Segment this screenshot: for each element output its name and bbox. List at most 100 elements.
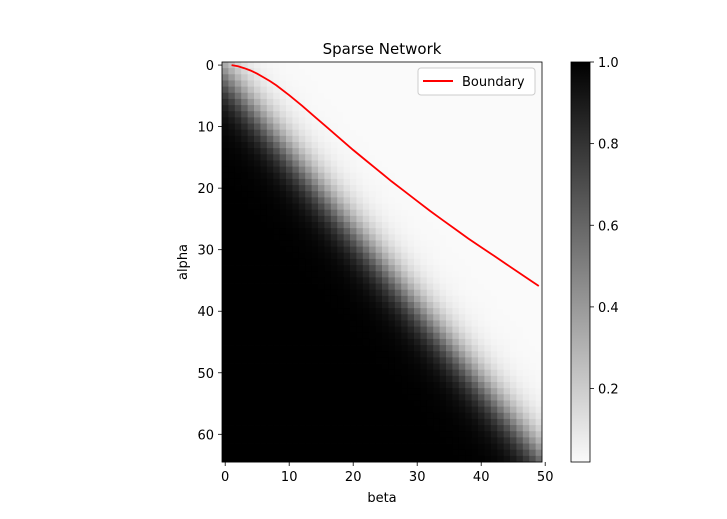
heatmap-cell [439, 332, 447, 340]
heatmap-cell [311, 98, 319, 106]
heatmap-cell [247, 388, 255, 395]
heatmap-cell [324, 271, 332, 278]
heatmap-cell [234, 252, 242, 260]
heatmap-cell [375, 400, 383, 408]
heatmap-cell [522, 209, 530, 217]
heatmap-cell [266, 148, 274, 155]
heatmap-cell [273, 406, 280, 414]
heatmap-cell [407, 295, 415, 303]
heatmap-cell [484, 289, 492, 297]
heatmap-cell [535, 338, 543, 346]
heatmap-cell [484, 412, 492, 420]
heatmap-cell [330, 86, 338, 94]
heatmap-cell [529, 443, 536, 451]
heatmap-cell [266, 382, 274, 389]
heatmap-cell [324, 363, 332, 371]
heatmap-cell [497, 455, 504, 463]
heatmap-cell [228, 234, 236, 241]
heatmap-cell [337, 92, 344, 100]
heatmap-cell [458, 375, 466, 383]
heatmap-cell [324, 289, 332, 297]
heatmap-cell [516, 222, 524, 229]
heatmap-cell [426, 185, 434, 192]
heatmap-cell [420, 234, 428, 241]
heatmap-cell [273, 123, 280, 131]
heatmap-cell [286, 332, 293, 340]
heatmap-cell [407, 98, 415, 106]
heatmap-cell [305, 455, 312, 463]
heatmap-cell [407, 406, 415, 414]
heatmap-cell [382, 369, 389, 377]
heatmap-cell [311, 295, 319, 303]
heatmap-cell [279, 351, 287, 358]
heatmap-cell [305, 338, 312, 346]
heatmap-cell [414, 240, 421, 248]
heatmap-cell [497, 437, 504, 444]
heatmap-cell [452, 135, 460, 143]
heatmap-cell [522, 400, 530, 408]
heatmap-cell [490, 234, 498, 241]
heatmap-cell [375, 98, 383, 106]
heatmap-cell [516, 289, 524, 297]
heatmap-cell [279, 117, 287, 124]
heatmap-cell [266, 400, 274, 408]
heatmap-cell [433, 252, 440, 260]
heatmap-cell [382, 357, 389, 364]
heatmap-cell [254, 289, 261, 297]
heatmap-cell [446, 289, 453, 297]
heatmap-cell [228, 375, 236, 383]
heatmap-cell [388, 228, 396, 235]
heatmap-cell [222, 209, 229, 217]
heatmap-cell [286, 209, 293, 217]
heatmap-cell [452, 92, 460, 100]
heatmap-cell [446, 326, 453, 334]
heatmap-cell [522, 252, 530, 260]
heatmap-cell [234, 295, 242, 303]
heatmap-cell [414, 326, 421, 334]
heatmap-cell [292, 332, 300, 340]
heatmap-cell [452, 375, 460, 383]
heatmap-cell [350, 215, 357, 223]
heatmap-cell [522, 154, 530, 161]
heatmap-cell [254, 111, 261, 118]
heatmap-cell [324, 418, 332, 426]
heatmap-cell [497, 295, 504, 303]
heatmap-cell [446, 271, 453, 278]
heatmap-cell [311, 185, 319, 192]
heatmap-cell [522, 129, 530, 137]
heatmap-cell [497, 234, 504, 241]
heatmap-cell [490, 382, 498, 389]
heatmap-cell [426, 222, 434, 229]
heatmap-cell [266, 160, 274, 168]
heatmap-cell [490, 228, 498, 235]
heatmap-cell [337, 455, 344, 463]
heatmap-cell [414, 154, 421, 161]
heatmap-cell [298, 258, 306, 266]
heatmap-cell [228, 338, 236, 346]
heatmap-cell [254, 92, 261, 100]
heatmap-cell [369, 191, 376, 198]
heatmap-cell [266, 295, 274, 303]
heatmap-cell [407, 228, 415, 235]
heatmap-cell [478, 345, 485, 352]
heatmap-cell [234, 154, 242, 161]
heatmap-cell [228, 326, 236, 334]
colorbar-gradient [570, 61, 591, 463]
heatmap-cell [234, 443, 242, 451]
heatmap-cell [503, 375, 511, 383]
heatmap-cell [516, 117, 524, 124]
heatmap-cell [337, 357, 344, 364]
heatmap-cell [311, 105, 319, 112]
heatmap-cell [478, 363, 485, 371]
heatmap-cell [401, 406, 408, 414]
heatmap-cell [279, 314, 287, 321]
heatmap-cell [382, 197, 389, 204]
heatmap-cell [478, 369, 485, 377]
heatmap-cell [478, 418, 485, 426]
heatmap-cell [273, 86, 280, 94]
heatmap-cell [305, 148, 312, 155]
heatmap-cell [446, 425, 453, 432]
heatmap-cell [484, 314, 492, 321]
heatmap-cell [254, 265, 261, 272]
heatmap-cell [350, 332, 357, 340]
